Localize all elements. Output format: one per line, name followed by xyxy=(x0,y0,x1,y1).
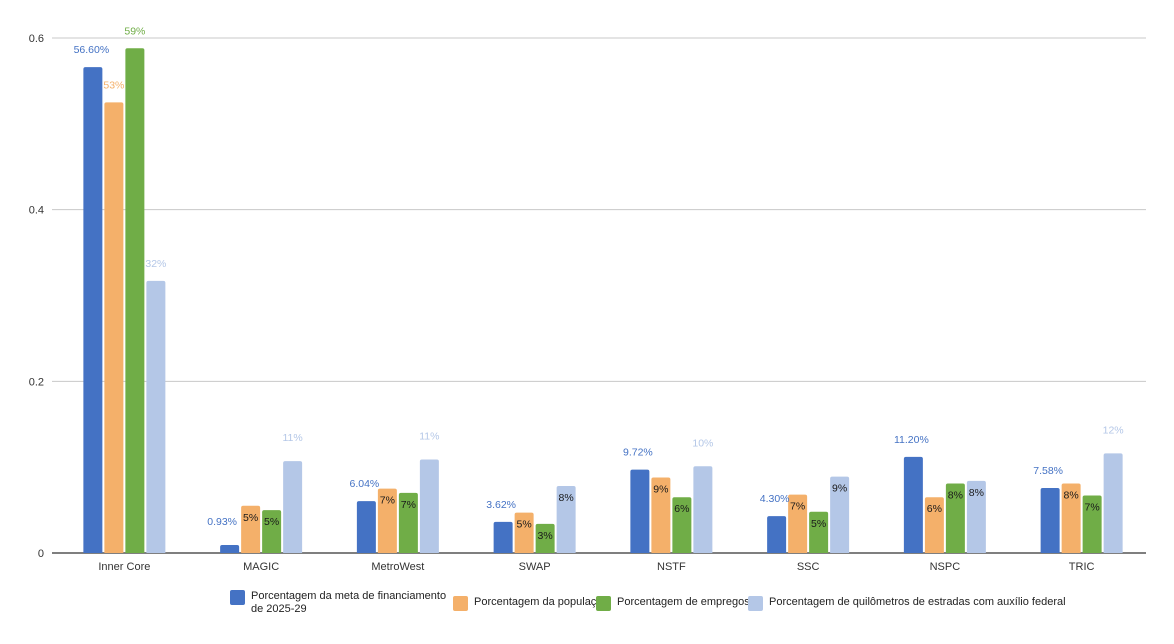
data-label-magic-series-0: 0.93% xyxy=(207,516,237,528)
data-label-swap-series-1: 5% xyxy=(517,519,532,531)
x-axis-ticks: Inner Core MAGIC MetroWest SWAP NSTF SSC NSPC T… xyxy=(98,561,1094,573)
bar-magic-series-1[interactable] xyxy=(241,505,261,553)
legend-item-series-0[interactable]: Porcentagem da meta de financiamento de … xyxy=(230,590,446,616)
bar-inner-core-series-1[interactable] xyxy=(104,102,124,553)
legend-item-series-2[interactable]: Porcentagem de empregos xyxy=(596,596,750,611)
x-tick-label-1: MAGIC xyxy=(243,561,279,573)
legend-label-series-3: Porcentagem de quilômetros de estradas c… xyxy=(769,596,1066,608)
bar-magic-series-2[interactable] xyxy=(262,510,282,553)
bar-ssc-series-2[interactable] xyxy=(809,511,829,553)
legend-item-series-3[interactable]: Porcentagem de quilômetros de estradas c… xyxy=(748,596,1066,611)
bars xyxy=(83,48,1123,554)
bar-magic-series-3[interactable] xyxy=(283,461,303,553)
bar-nspc-series-3[interactable] xyxy=(966,480,986,553)
bar-ssc-series-3[interactable] xyxy=(830,476,850,553)
bar-chart: 0 0.2 0.4 0.6 56.60% 53% 59% 32% 0.93% 5% 5% 11% 6.… xyxy=(29,25,1146,573)
y-tick-label-1: 0.2 xyxy=(29,376,44,388)
bar-nstf-series-0[interactable] xyxy=(630,469,650,553)
data-label-ssc-series-0: 4.30% xyxy=(760,493,790,505)
x-tick-label-3: SWAP xyxy=(519,561,551,573)
bar-metrowest-series-0[interactable] xyxy=(356,501,376,553)
data-label-magic-series-1: 5% xyxy=(243,512,258,524)
y-tick-label-2: 0.4 xyxy=(29,205,44,217)
data-label-ssc-series-3: 9% xyxy=(832,483,847,495)
data-label-swap-series-2: 3% xyxy=(538,530,553,542)
data-label-ssc-series-1: 7% xyxy=(790,501,805,513)
legend-label-series-0-line-1: Porcentagem da meta de financiamento xyxy=(251,590,447,602)
legend-label-series-0-line-2: de 2025-29 xyxy=(251,603,307,615)
data-label-nspc-series-1: 6% xyxy=(927,503,942,515)
legend-label-series-0: Porcentagem da meta de financiamento de … xyxy=(251,590,446,616)
bar-swap-series-2[interactable] xyxy=(535,523,555,553)
data-label-nstf-series-3: 10% xyxy=(692,437,713,449)
data-label-metrowest-series-1: 7% xyxy=(380,495,395,507)
data-label-nspc-series-2: 8% xyxy=(948,489,963,501)
bar-swap-series-1[interactable] xyxy=(514,512,534,553)
data-label-inner-core-series-0: 56.60% xyxy=(74,44,110,56)
data-label-tric-series-2: 7% xyxy=(1085,501,1100,513)
bar-magic-series-0[interactable] xyxy=(220,545,240,553)
bar-nspc-series-0[interactable] xyxy=(903,456,923,553)
bar-inner-core-series-3[interactable] xyxy=(146,280,166,553)
data-labels: 56.60%53%59%32%0.93% 5% 5%11%6.04%7% 7%11%3… xyxy=(74,25,1124,542)
data-label-nstf-series-0: 9.72% xyxy=(623,447,653,459)
data-label-tric-series-3: 12% xyxy=(1103,424,1124,436)
data-label-metrowest-series-2: 7% xyxy=(401,499,416,511)
bar-metrowest-series-3[interactable] xyxy=(419,459,439,553)
legend-item-series-1[interactable]: Porcentagem da população xyxy=(453,596,609,611)
data-label-nstf-series-1: 9% xyxy=(653,483,668,495)
bar-nspc-series-2[interactable] xyxy=(945,483,965,553)
bar-swap-series-3[interactable] xyxy=(556,486,576,553)
bar-tric-series-3[interactable] xyxy=(1103,453,1123,553)
legend: Porcentagem da meta de financiamento de … xyxy=(228,590,1128,630)
data-label-nspc-series-0: 11.20% xyxy=(894,434,929,446)
data-label-metrowest-series-0: 6.04% xyxy=(349,478,379,490)
data-label-tric-series-0: 7.58% xyxy=(1033,465,1063,477)
data-label-nstf-series-2: 6% xyxy=(674,503,689,515)
y-axis-ticks: 0 0.2 0.4 0.6 xyxy=(29,33,44,560)
legend-swatch-series-1 xyxy=(453,596,468,611)
bar-ssc-series-1[interactable] xyxy=(788,494,808,553)
x-tick-label-7: TRIC xyxy=(1069,561,1095,573)
bar-tric-series-0[interactable] xyxy=(1040,487,1060,553)
bar-tric-series-2[interactable] xyxy=(1082,495,1102,553)
data-label-tric-series-1: 8% xyxy=(1064,489,1079,501)
x-tick-label-5: SSC xyxy=(797,561,820,573)
legend-swatch-series-2 xyxy=(596,596,611,611)
data-label-nspc-series-3: 8% xyxy=(969,487,984,499)
gridlines xyxy=(52,37,1146,554)
data-label-inner-core-series-3: 32% xyxy=(145,258,166,270)
data-label-swap-series-0: 3.62% xyxy=(486,499,516,511)
x-tick-label-0: Inner Core xyxy=(98,561,150,573)
y-tick-label-0: 0 xyxy=(38,548,44,560)
data-label-inner-core-series-2: 59% xyxy=(124,25,145,37)
bar-metrowest-series-2[interactable] xyxy=(398,492,418,553)
legend-swatch-series-0 xyxy=(230,590,245,605)
data-label-metrowest-series-3: 11% xyxy=(419,430,439,442)
bar-ssc-series-0[interactable] xyxy=(767,516,787,553)
legend-label-series-2: Porcentagem de empregos xyxy=(617,596,750,608)
data-label-magic-series-3: 11% xyxy=(283,432,303,444)
bar-nstf-series-1[interactable] xyxy=(651,477,671,553)
x-tick-label-2: MetroWest xyxy=(371,561,424,573)
legend-label-series-1: Porcentagem da população xyxy=(474,596,609,608)
y-tick-label-3: 0.6 xyxy=(29,33,44,45)
x-tick-label-4: NSTF xyxy=(657,561,686,573)
bar-inner-core-series-0[interactable] xyxy=(83,67,103,553)
data-label-inner-core-series-1: 53% xyxy=(103,79,124,91)
bar-tric-series-1[interactable] xyxy=(1061,483,1081,553)
bar-nspc-series-1[interactable] xyxy=(924,497,944,553)
bar-swap-series-0[interactable] xyxy=(493,521,513,553)
bar-metrowest-series-1[interactable] xyxy=(377,488,397,553)
data-label-magic-series-2: 5% xyxy=(264,516,279,528)
x-tick-label-6: NSPC xyxy=(930,561,961,573)
bar-inner-core-series-2[interactable] xyxy=(125,48,145,554)
data-label-swap-series-3: 8% xyxy=(559,492,574,504)
bar-nstf-series-3[interactable] xyxy=(693,466,713,553)
data-label-ssc-series-2: 5% xyxy=(811,518,826,530)
bar-nstf-series-2[interactable] xyxy=(672,497,692,553)
legend-swatch-series-3 xyxy=(748,596,763,611)
